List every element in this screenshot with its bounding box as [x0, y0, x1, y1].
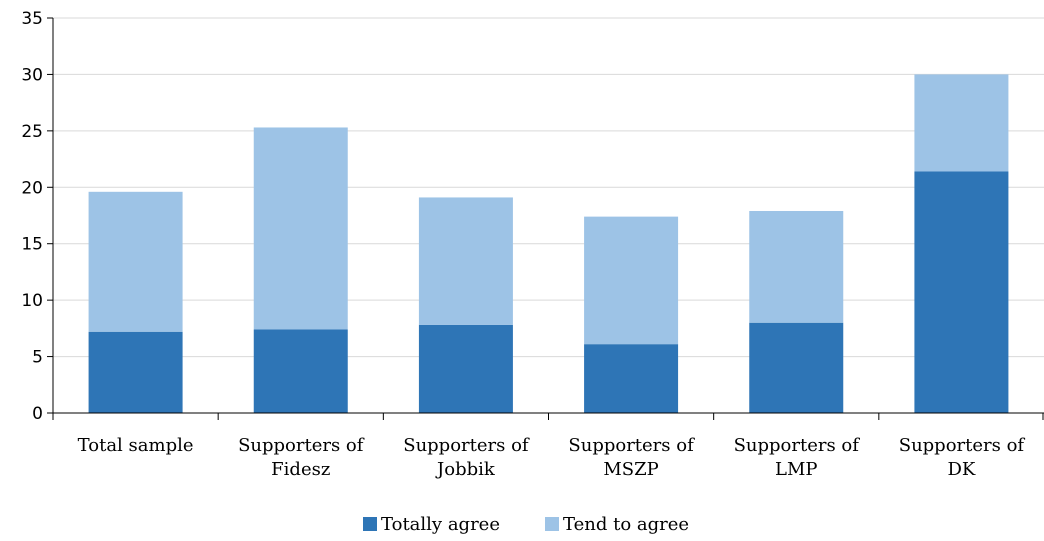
bar-tend-to-agree: [418, 197, 513, 325]
bar-totally-agree: [418, 324, 513, 413]
bar-tend-to-agree: [584, 216, 679, 345]
bar-totally-agree: [749, 322, 844, 413]
x-category-label: Supporters of Jobbik: [403, 435, 530, 480]
bar-tend-to-agree: [253, 127, 348, 330]
bar-totally-agree: [914, 171, 1009, 413]
y-tick-label: 15: [21, 235, 43, 255]
bars: [88, 74, 1009, 413]
axes: [47, 17, 1044, 420]
legend-label: Totally agree: [381, 514, 500, 535]
bar-tend-to-agree: [914, 74, 1009, 172]
bar-totally-agree: [88, 331, 183, 413]
x-category-label: Supporters of Fidesz: [238, 435, 365, 480]
x-axis-category-labels: Total sample Supporters of Fidesz Supporter…: [78, 435, 1026, 480]
y-tick-label: 20: [21, 178, 43, 198]
x-category-label: Supporters of LMP: [734, 435, 861, 480]
bar-tend-to-agree: [749, 210, 844, 323]
bar-totally-agree: [584, 344, 679, 413]
legend-swatch: [363, 517, 377, 531]
x-category-label: Total sample: [78, 435, 194, 456]
y-tick-label: 30: [21, 65, 43, 85]
y-tick-label: 0: [32, 404, 43, 424]
y-axis-tick-labels: 0 5 10 15 20 25 30 35: [21, 9, 43, 424]
legend-swatch: [545, 517, 559, 531]
x-category-label: Supporters of DK: [899, 435, 1026, 480]
gridlines: [53, 17, 1044, 358]
y-tick-label: 10: [21, 291, 43, 311]
bar-totally-agree: [253, 329, 348, 413]
y-tick-label: 5: [32, 348, 43, 368]
x-category-label: Supporters of MSZP: [568, 435, 695, 480]
legend: Totally agree Tend to agree: [363, 514, 689, 535]
y-tick-label: 35: [21, 9, 43, 29]
bar-tend-to-agree: [88, 191, 183, 332]
legend-label: Tend to agree: [563, 514, 689, 535]
y-tick-label: 25: [21, 122, 43, 142]
